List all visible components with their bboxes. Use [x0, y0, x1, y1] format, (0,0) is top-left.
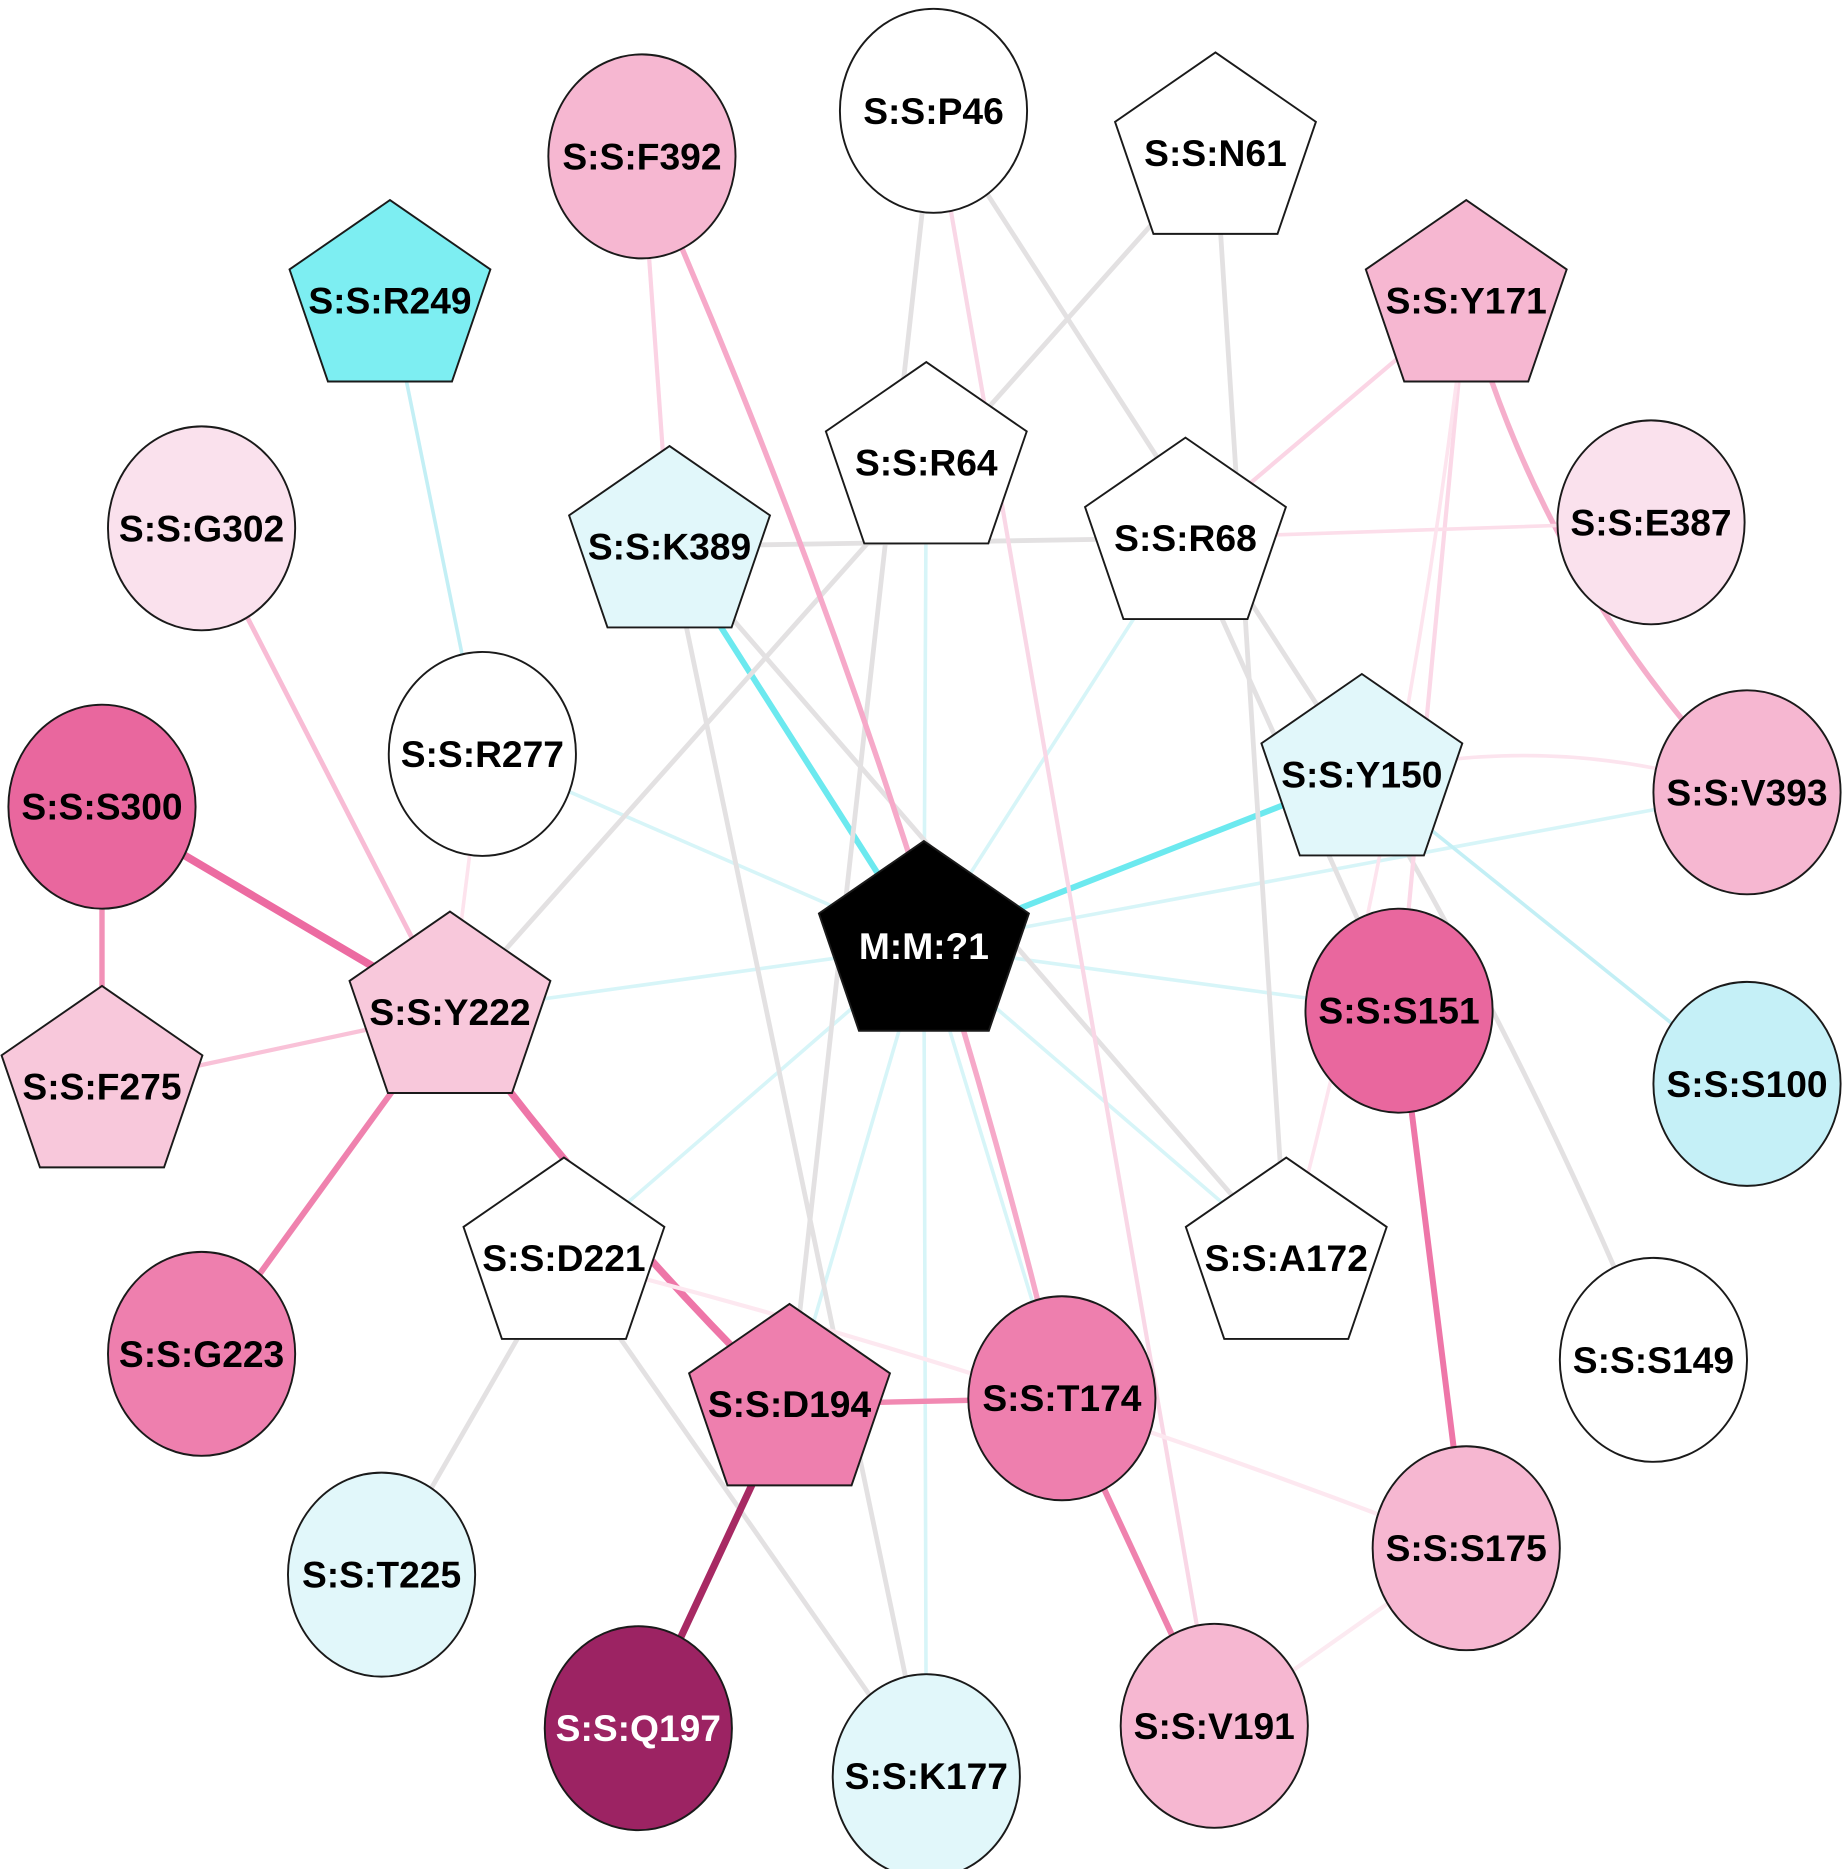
node-S:S:S149[interactable] [1558, 1256, 1748, 1463]
node-S:S:E387[interactable] [1556, 419, 1746, 626]
node-S:S:F392[interactable] [547, 53, 737, 260]
node-S:S:D221[interactable] [462, 1156, 666, 1340]
node-S:S:K177[interactable] [831, 1673, 1021, 1869]
edge-N61-A172 [1213, 150, 1289, 1261]
node-S:S:Q197[interactable] [543, 1625, 733, 1832]
node-S:S:V191[interactable] [1119, 1622, 1309, 1829]
node-S:S:R64[interactable] [824, 360, 1028, 545]
edge-P46-V191 [931, 108, 1217, 1728]
node-S:S:T174[interactable] [967, 1295, 1157, 1502]
node-S:S:G223[interactable] [107, 1250, 297, 1457]
node-S:S:V393[interactable] [1652, 689, 1842, 896]
node-layer [0, 7, 1842, 1869]
node-S:S:S100[interactable] [1652, 980, 1842, 1187]
node-S:S:Y171[interactable] [1364, 198, 1568, 383]
node-S:S:S300[interactable] [7, 703, 197, 910]
node-S:S:G302[interactable] [107, 425, 297, 632]
node-S:S:Y222[interactable] [348, 910, 552, 1094]
edge-K389-K177 [667, 543, 929, 1779]
edge-P46-D194 [787, 108, 936, 1407]
node-S:S:T225[interactable] [287, 1471, 477, 1678]
node-S:S:F275[interactable] [0, 984, 204, 1169]
node-S:S:R249[interactable] [288, 198, 492, 383]
edge-Y171-S151 [1396, 298, 1469, 1013]
node-S:S:S175[interactable] [1371, 1445, 1561, 1652]
node-S:S:R277[interactable] [387, 650, 577, 857]
node-S:S:D194[interactable] [687, 1302, 892, 1487]
node-S:S:R68[interactable] [1083, 436, 1288, 621]
node-S:S:N61[interactable] [1113, 51, 1318, 235]
node-S:S:S151[interactable] [1304, 907, 1494, 1114]
node-S:S:K389[interactable] [567, 444, 772, 629]
node-S:S:Y150[interactable] [1260, 672, 1464, 857]
edge-N61-Y222 [447, 150, 1218, 1015]
node-M:M:?1[interactable] [817, 839, 1031, 1032]
node-S:S:A172[interactable] [1184, 1156, 1388, 1340]
edge-F392-T174 [639, 153, 1065, 1401]
edge-P46-Y150 [931, 108, 1365, 777]
node-S:S:P46[interactable] [838, 7, 1029, 214]
